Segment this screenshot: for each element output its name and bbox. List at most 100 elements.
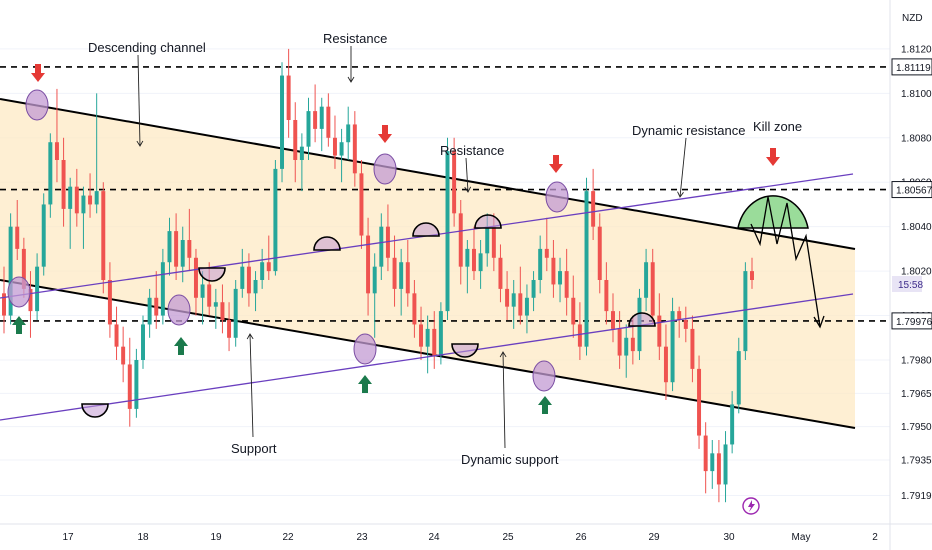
- candle-body: [286, 75, 291, 120]
- x-tick-label: 2: [872, 532, 878, 543]
- candle-body: [266, 262, 271, 272]
- touch-circle: [167, 294, 191, 326]
- candle-body: [306, 111, 311, 147]
- candle-body: [458, 213, 463, 267]
- candle-body: [491, 226, 496, 258]
- current-price-tag: [892, 276, 922, 292]
- annotation-dynamic-resistance: Dynamic resistance: [632, 123, 745, 138]
- candle-body: [213, 302, 218, 307]
- candle-body: [81, 195, 86, 214]
- touch-circle: [353, 333, 377, 365]
- x-tick-label: 30: [723, 532, 735, 543]
- annotation-pointer-head: [677, 191, 684, 198]
- lightning-icon: [748, 500, 755, 512]
- candle-body: [372, 266, 377, 294]
- arc-mark: [81, 403, 109, 418]
- annotation-support: Support: [231, 441, 277, 456]
- touch-circle: [25, 89, 49, 121]
- candle-body: [584, 191, 589, 347]
- candle-body: [445, 151, 450, 312]
- candle-body: [663, 346, 668, 383]
- candle-body: [604, 280, 609, 312]
- candles: [2, 48, 754, 503]
- level-tag: [891, 181, 932, 199]
- up-arrow-head: [358, 375, 372, 384]
- annotation-pointer: [137, 54, 141, 147]
- candle-body: [273, 168, 278, 272]
- arc-mark: [412, 222, 440, 237]
- candle-body: [253, 280, 258, 294]
- candle-body: [326, 106, 331, 138]
- down-arrow-head: [31, 73, 45, 82]
- candle-body: [564, 271, 569, 298]
- candle-body: [332, 137, 337, 156]
- candle-body: [193, 257, 198, 298]
- candle-body: [558, 271, 563, 285]
- annotations: Descending channel Resistance Resistance…: [88, 31, 802, 467]
- candle-body: [677, 311, 682, 320]
- candle-body: [346, 124, 351, 143]
- annotation-descending-channel: Descending channel: [88, 40, 206, 55]
- candle-body: [657, 315, 662, 347]
- candle-body: [412, 293, 417, 325]
- level-tag: [891, 58, 932, 76]
- candle-body: [74, 186, 79, 214]
- candle-body: [352, 124, 357, 174]
- down-arrow-head: [378, 134, 392, 143]
- candle-body: [107, 280, 112, 325]
- candle-body: [419, 324, 424, 347]
- annotation-dynamic-support: Dynamic support: [461, 452, 559, 467]
- candle-body: [697, 368, 702, 436]
- down-arrow-shaft: [35, 64, 41, 74]
- projected-path-arrowhead: [813, 315, 825, 329]
- candle-body: [94, 191, 99, 205]
- candle-body: [478, 253, 483, 272]
- up-arrow-head: [538, 396, 552, 405]
- price-axis[interactable]: NZD 1.812001.810001.808001.806001.804001…: [889, 0, 932, 550]
- candle-body: [313, 111, 318, 129]
- candle-body: [35, 266, 40, 312]
- candle-body: [571, 297, 576, 325]
- pattern-marks: [7, 89, 825, 418]
- candle-body: [134, 360, 139, 409]
- candle-body: [359, 173, 364, 236]
- level-tag: [891, 312, 932, 330]
- annotation-pointer-head: [347, 76, 355, 83]
- candle-body: [465, 248, 470, 267]
- x-tick-label: 19: [210, 532, 222, 543]
- candle-body: [15, 226, 20, 249]
- candle-body: [716, 453, 721, 485]
- y-tick-label: 1.79190: [901, 491, 932, 502]
- channel-upper-trendline: [0, 98, 856, 250]
- candle-body: [524, 297, 529, 316]
- candle-body: [68, 186, 73, 209]
- candle-body: [518, 293, 523, 316]
- time-axis[interactable]: 17 18 19 22 23 24 25 26 29 30 May 2: [0, 523, 932, 543]
- candle-body: [154, 297, 159, 316]
- y-tick-label: 1.79350: [901, 456, 932, 467]
- candle-body: [485, 226, 490, 254]
- candle-body: [260, 262, 265, 280]
- candle-body: [61, 160, 66, 209]
- x-tick-label: 29: [648, 532, 660, 543]
- x-tick-label: 25: [502, 532, 514, 543]
- dynamic-support-line: [0, 293, 854, 421]
- down-arrow-head: [766, 157, 780, 166]
- candle-body: [703, 435, 708, 472]
- candle-body: [339, 142, 344, 156]
- down-arrow-shaft: [553, 155, 559, 165]
- candle-body: [624, 337, 629, 356]
- candle-body: [41, 204, 46, 267]
- candle-body: [511, 293, 516, 307]
- candle-body: [611, 311, 615, 329]
- candle-body: [498, 257, 503, 289]
- candle-body: [319, 106, 324, 129]
- candle-body: [141, 324, 145, 360]
- arc-mark: [313, 236, 341, 251]
- candle-body: [743, 271, 748, 352]
- candle-body: [399, 262, 404, 289]
- candle-body: [220, 302, 225, 320]
- candle-body: [240, 266, 245, 289]
- candle-body: [114, 324, 119, 347]
